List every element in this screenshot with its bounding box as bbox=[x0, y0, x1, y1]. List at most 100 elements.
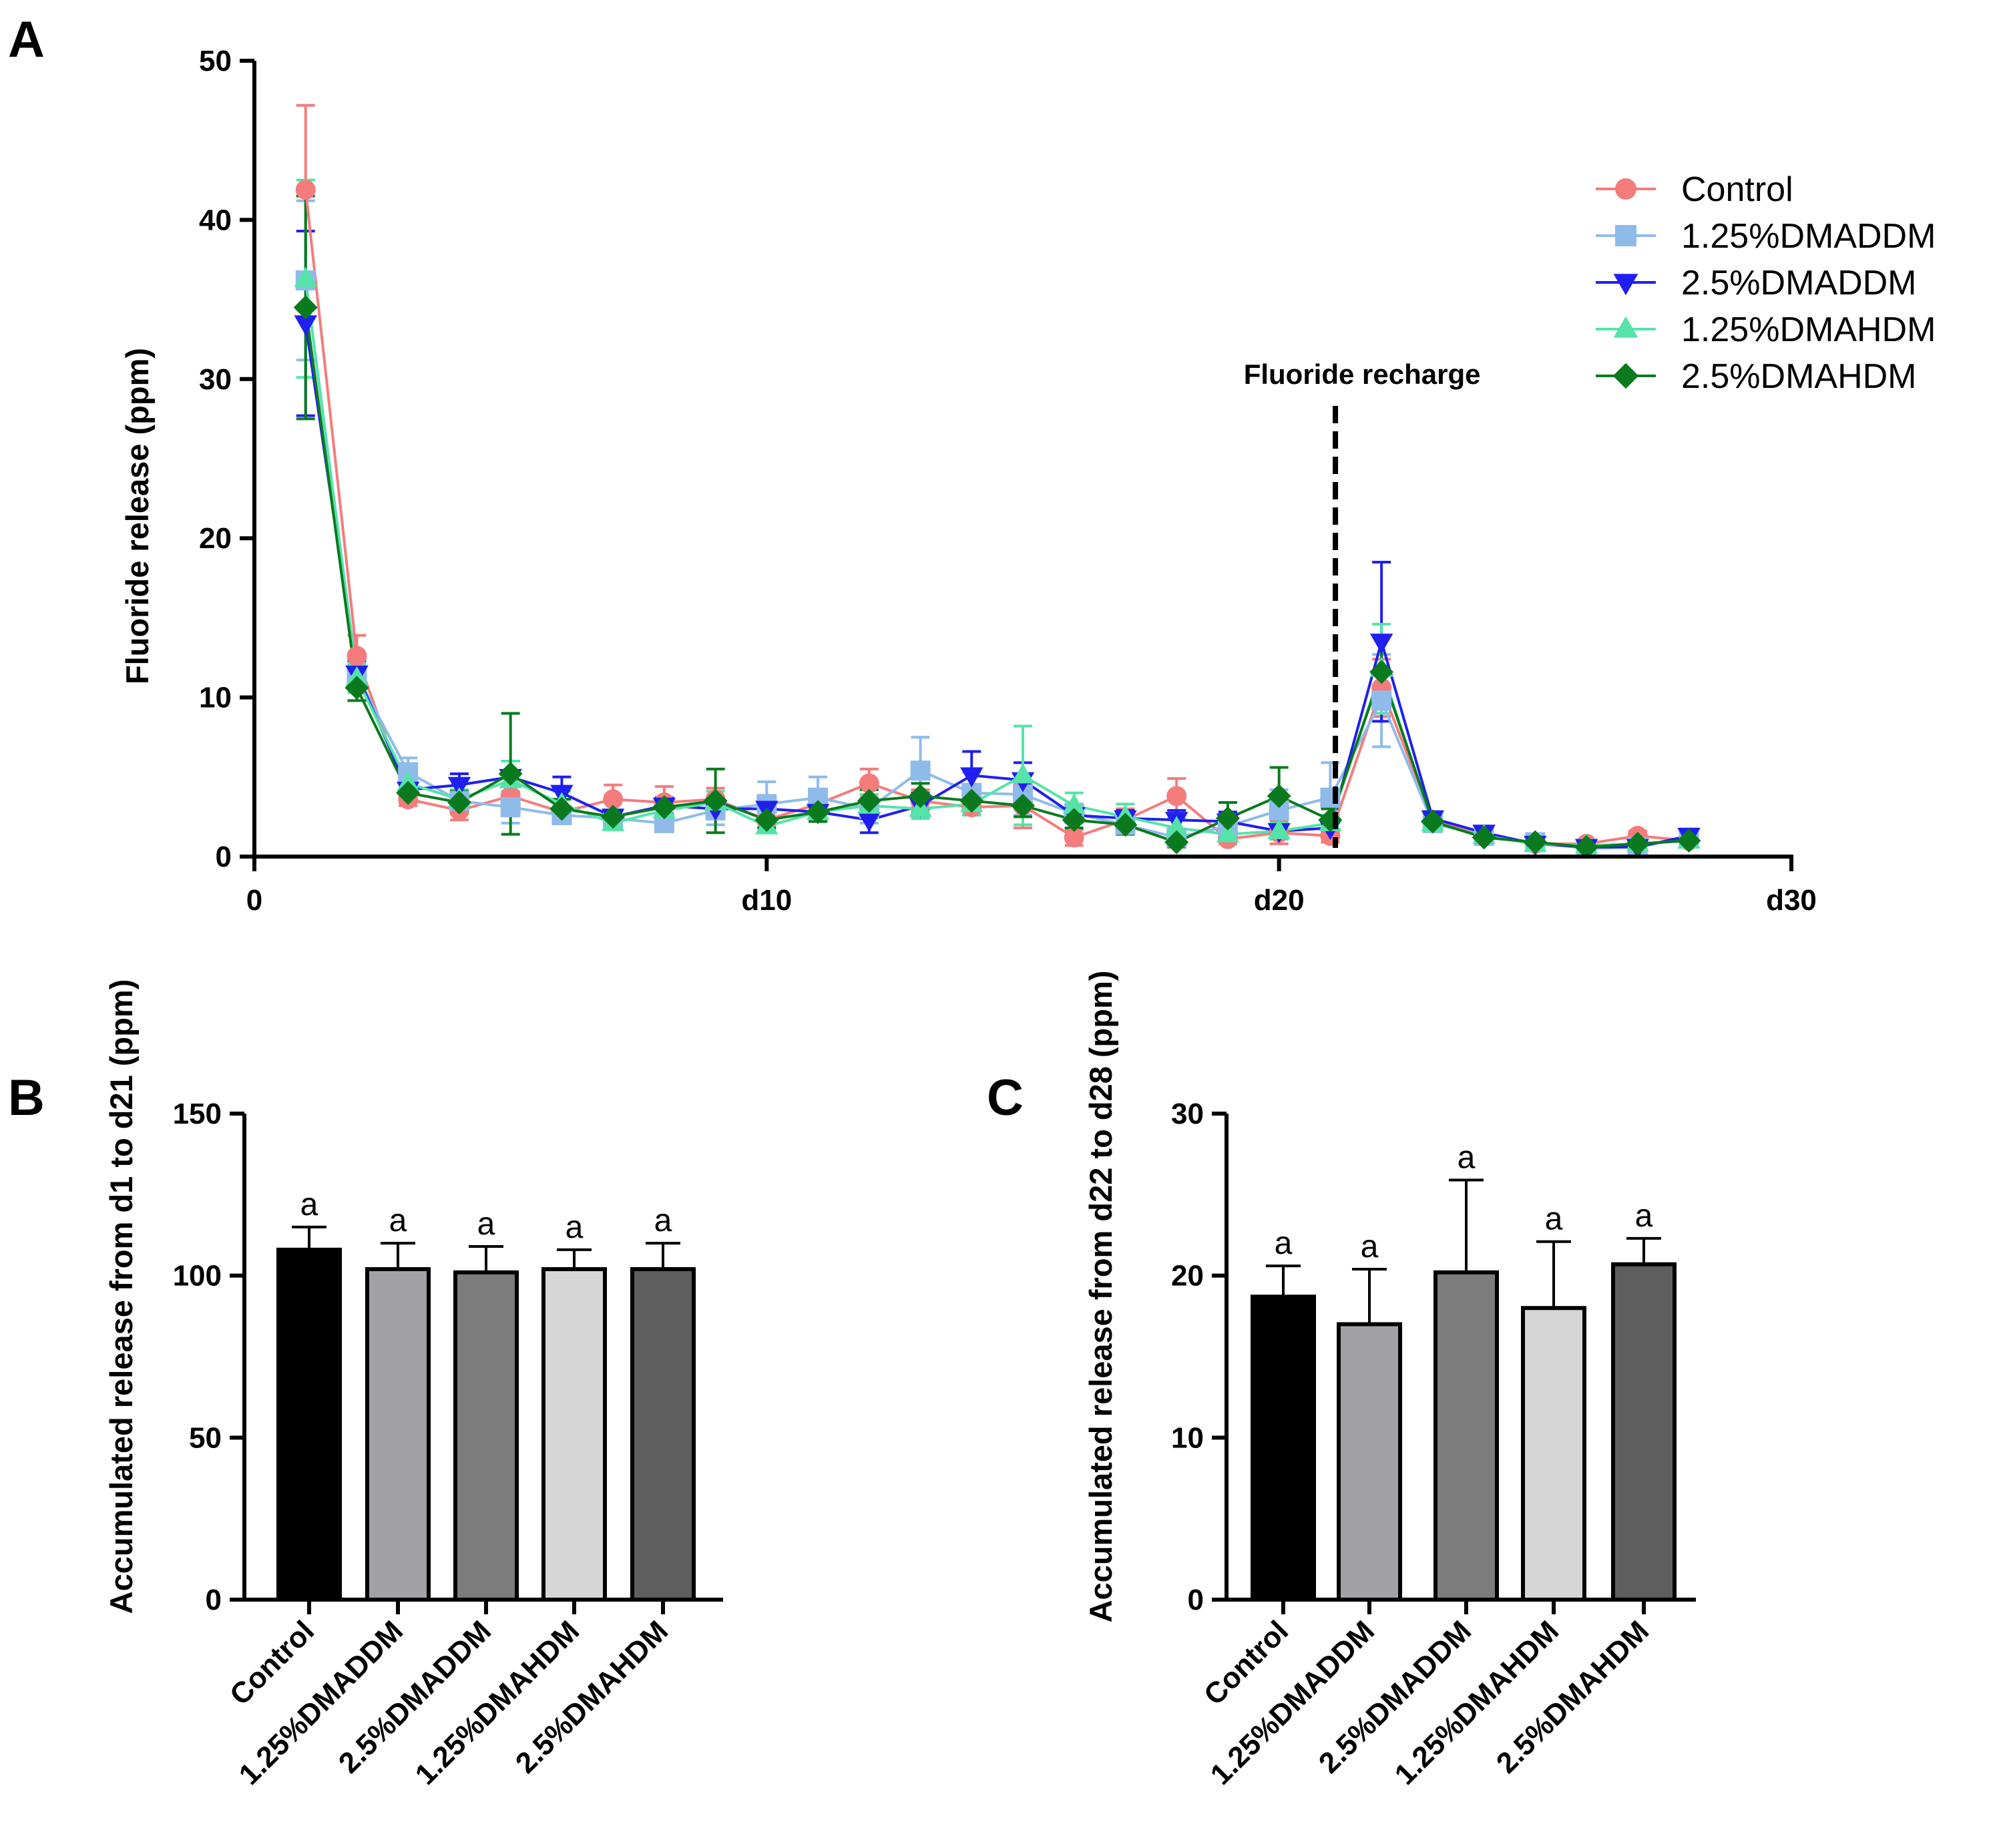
bar-2-5-dmaddm bbox=[1433, 1270, 1499, 1602]
point-1-25-dmahdm bbox=[1216, 822, 1240, 843]
x-tick-label: d20 bbox=[1254, 884, 1305, 917]
panel-letter-c: C bbox=[987, 1070, 1024, 1126]
point-1-25-dmaddm bbox=[1371, 690, 1392, 711]
point-2-5-dmahdm bbox=[857, 788, 881, 813]
point-1-25-dmahdm bbox=[1011, 763, 1035, 784]
category-label-2-5-dmahdm: 2.5%DMAHDM bbox=[509, 1614, 674, 1779]
panel-a-line-chart: Fluoride release (ppm) 0 10 20 30 40 50 0 d10 d… bbox=[120, 45, 1936, 917]
legend-label-2-5-dmahdm: 2.5%DMAHDM bbox=[1681, 357, 1917, 396]
x-tick-label: d10 bbox=[741, 884, 792, 917]
panel-letter-b: B bbox=[8, 1070, 45, 1126]
panel-letter-a: A bbox=[8, 11, 45, 68]
legend-marker-2-5-dmaddm bbox=[1613, 274, 1638, 296]
point-1-25-dmahdm bbox=[1062, 793, 1086, 814]
panel-a-y-axis-title: Fluoride release (ppm) bbox=[120, 348, 155, 684]
bar-1-25-dmahdm bbox=[1521, 1306, 1586, 1602]
significance-letter: a bbox=[389, 1203, 407, 1238]
y-tick-label: 30 bbox=[1171, 1098, 1204, 1130]
bar-1-25-dmahdm bbox=[541, 1266, 607, 1602]
panel-b-y-ticks: 0 50 100 150 bbox=[173, 1098, 244, 1616]
point-2-5-dmahdm bbox=[345, 676, 369, 700]
y-tick-label: 0 bbox=[1188, 1584, 1204, 1616]
y-tick-label: 0 bbox=[216, 841, 232, 873]
bar-2-5-dmaddm bbox=[453, 1270, 519, 1602]
point-2-5-dmaddm bbox=[294, 315, 317, 336]
y-tick-label: 50 bbox=[189, 1421, 222, 1454]
legend-label-1-25-dmaddm: 1.25%DMADDM bbox=[1681, 217, 1936, 256]
point-2-5-dmahdm bbox=[1625, 831, 1650, 856]
point-2-5-dmahdm bbox=[293, 295, 318, 320]
point-2-5-dmahdm bbox=[1062, 808, 1086, 833]
significance-letter: a bbox=[1275, 1226, 1293, 1261]
legend-marker-1-25-dmaddm bbox=[1615, 225, 1636, 246]
point-2-5-dmahdm bbox=[1420, 809, 1445, 834]
category-label-1-25-dmahdm: 1.25%DMAHDM bbox=[409, 1614, 586, 1791]
point-2-5-dmahdm bbox=[959, 788, 984, 813]
panel-a-y-ticks: 0 10 20 30 40 50 bbox=[199, 45, 254, 873]
series-line-control bbox=[304, 189, 1689, 845]
panel-b-error-bars bbox=[292, 1225, 680, 1273]
point-control bbox=[295, 180, 316, 200]
legend-label-2-5-dmaddm: 2.5%DMADDM bbox=[1681, 264, 1917, 302]
legend-marker-control bbox=[1615, 178, 1636, 200]
point-1-25-dmaddm bbox=[500, 797, 521, 818]
y-tick-label: 20 bbox=[199, 522, 232, 555]
point-2-5-dmahdm bbox=[1011, 793, 1035, 818]
point-2-5-dmahdm bbox=[1574, 835, 1599, 859]
legend-marker-2-5-dmahdm bbox=[1612, 363, 1639, 389]
y-tick-label: 40 bbox=[199, 204, 232, 236]
y-tick-label: 10 bbox=[1171, 1421, 1204, 1454]
panel-a-legend: Control 1.25%DMADDM 2.5%DMADDM 1.25%DMAHDM 2… bbox=[1596, 170, 1936, 396]
point-2-5-dmahdm bbox=[806, 800, 831, 825]
legend-label-control: Control bbox=[1681, 170, 1793, 209]
panel-a-error-bars bbox=[296, 103, 1699, 853]
significance-letter: a bbox=[1458, 1140, 1476, 1175]
point-2-5-dmahdm bbox=[1267, 784, 1291, 808]
bar-1-25-dmaddm bbox=[365, 1266, 431, 1602]
panel-b-bar-chart: Accumulated release from d1 to d21 (ppm)… bbox=[103, 979, 723, 1791]
point-2-5-dmahdm bbox=[1472, 825, 1496, 850]
point-1-25-dmahdm bbox=[294, 266, 317, 287]
panel-b-category-labels: Control1.25%DMADDM2.5%DMADDM1.25%DMAHDM2… bbox=[224, 1600, 674, 1791]
point-2-5-dmahdm bbox=[1164, 830, 1189, 855]
category-label-1-25-dmahdm: 1.25%DMAHDM bbox=[1388, 1614, 1565, 1791]
significance-letter: a bbox=[477, 1206, 495, 1242]
bar-2-5-dmahdm bbox=[630, 1266, 696, 1602]
point-1-25-dmaddm bbox=[808, 787, 829, 808]
point-2-5-dmaddm bbox=[447, 776, 471, 797]
series-line-2-5-dmaddm bbox=[304, 323, 1689, 849]
y-tick-label: 50 bbox=[199, 45, 232, 77]
point-2-5-dmahdm bbox=[1113, 813, 1138, 837]
point-2-5-dmahdm bbox=[1215, 806, 1240, 831]
significance-letter: a bbox=[1635, 1198, 1653, 1234]
y-tick-label: 30 bbox=[199, 363, 232, 396]
series-line-1-25-dmaddm bbox=[304, 280, 1689, 851]
point-2-5-dmahdm bbox=[1523, 830, 1548, 855]
panel-b-bars bbox=[276, 1247, 696, 1602]
point-control bbox=[347, 646, 367, 666]
bar-1-25-dmaddm bbox=[1337, 1322, 1402, 1602]
point-2-5-dmahdm bbox=[549, 796, 574, 821]
y-tick-label: 0 bbox=[206, 1584, 222, 1616]
panel-c-significance-letters: a a a a a bbox=[1275, 1140, 1653, 1264]
point-2-5-dmahdm bbox=[754, 808, 779, 833]
recharge-label: Fluoride recharge bbox=[1244, 359, 1481, 390]
point-2-5-dmaddm bbox=[857, 812, 881, 833]
point-2-5-dmahdm bbox=[1369, 660, 1394, 684]
significance-letter: a bbox=[1545, 1202, 1563, 1237]
y-tick-label: 150 bbox=[173, 1098, 222, 1130]
point-2-5-dmahdm bbox=[1677, 829, 1701, 853]
point-2-5-dmaddm bbox=[960, 767, 983, 788]
point-2-5-dmahdm bbox=[908, 784, 933, 808]
x-tick-label: 0 bbox=[246, 884, 262, 917]
panel-c-error-bars bbox=[1266, 1178, 1661, 1325]
panel-c-bars bbox=[1251, 1262, 1677, 1602]
category-label-1-25-dmaddm: 1.25%DMADDM bbox=[232, 1614, 409, 1791]
point-2-5-dmahdm bbox=[601, 804, 626, 829]
point-1-25-dmaddm bbox=[1269, 800, 1289, 821]
point-2-5-dmaddm bbox=[1369, 634, 1393, 654]
significance-letter: a bbox=[566, 1210, 584, 1245]
y-tick-label: 100 bbox=[173, 1260, 222, 1293]
panel-c-y-axis-title: Accumulated release from d22 to d28 (ppm… bbox=[1083, 971, 1118, 1623]
